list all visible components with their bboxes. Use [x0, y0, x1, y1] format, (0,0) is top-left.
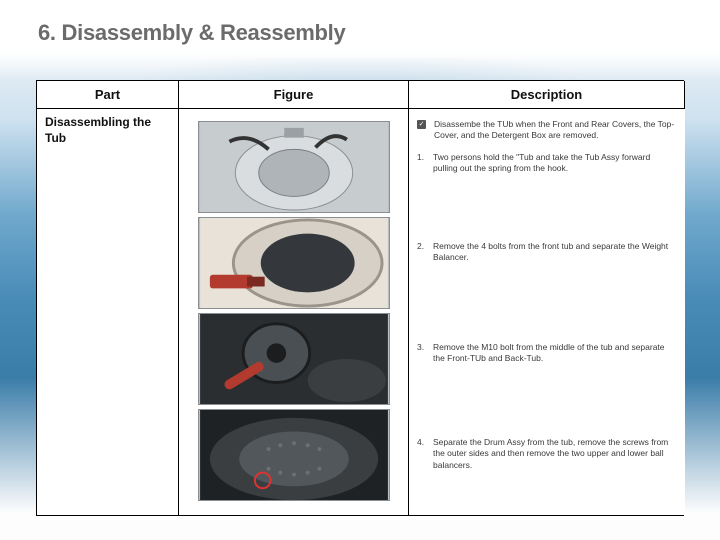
description-list: ✓ Disassembe the TUb when the Front and …: [417, 115, 677, 471]
desc-text-0: Disassembe the TUb when the Front and Re…: [434, 119, 677, 142]
figure-stack: [187, 115, 400, 501]
desc-num-4: 4.: [417, 437, 427, 471]
figure-2: [198, 217, 390, 309]
content-table: Part Figure Description Disassembling th…: [36, 80, 684, 516]
figure-4: [198, 409, 390, 501]
desc-num-2: 2.: [417, 241, 427, 264]
desc-step-3: 3. Remove the M10 bolt from the middle o…: [417, 342, 677, 365]
check-icon: ✓: [417, 119, 428, 142]
desc-num-3: 3.: [417, 342, 427, 365]
desc-text-4: Separate the Drum Assy from the tub, rem…: [433, 437, 677, 471]
col-header-description: Description: [409, 81, 685, 109]
desc-text-1: Two persons hold the "Tub and take the T…: [433, 152, 677, 175]
cell-figure: [179, 109, 409, 515]
desc-step-2: 2. Remove the 4 bolts from the front tub…: [417, 241, 677, 264]
desc-step-0: ✓ Disassembe the TUb when the Front and …: [417, 119, 677, 142]
col-header-figure: Figure: [179, 81, 409, 109]
figure-1: [198, 121, 390, 213]
figure-3: [198, 313, 390, 405]
desc-step-1: 1. Two persons hold the "Tub and take th…: [417, 152, 677, 175]
desc-text-3: Remove the M10 bolt from the middle of t…: [433, 342, 677, 365]
page-title: 6. Disassembly & Reassembly: [38, 20, 345, 46]
desc-text-2: Remove the 4 bolts from the front tub an…: [433, 241, 677, 264]
cell-description: ✓ Disassembe the TUb when the Front and …: [409, 109, 685, 515]
desc-step-4: 4. Separate the Drum Assy from the tub, …: [417, 437, 677, 471]
slide: 6. Disassembly & Reassembly Part Figure …: [0, 0, 720, 540]
cell-part: Disassembling the Tub: [37, 109, 179, 515]
desc-num-1: 1.: [417, 152, 427, 175]
col-header-part: Part: [37, 81, 179, 109]
